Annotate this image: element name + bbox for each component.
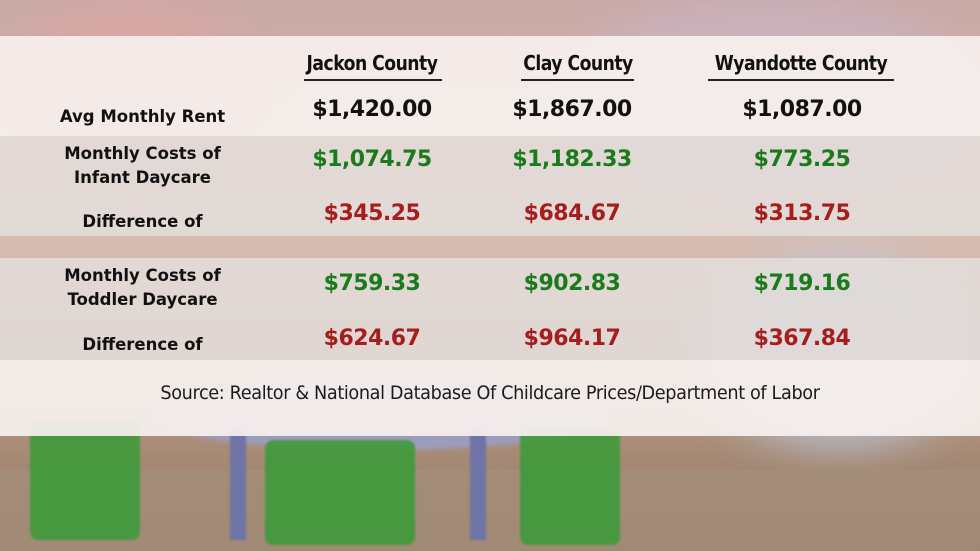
- toddler-difference-wyandotte: $367.84: [753, 326, 851, 351]
- toddler-daycare-clay: $902.83: [523, 271, 621, 296]
- toddler-daycare-jackson: $759.33: [323, 271, 421, 296]
- source-caption: Source: Realtor & National Database Of C…: [160, 382, 820, 404]
- toddler-band: [0, 258, 980, 360]
- row-label-infant-difference: Difference of: [82, 212, 203, 231]
- header-band: [0, 36, 980, 136]
- header-underline: [304, 79, 442, 81]
- chair-graphic: [265, 440, 415, 545]
- infant-band: [0, 136, 980, 236]
- row-label-infant-daycare: Monthly Costs of Infant Daycare: [64, 144, 221, 187]
- spacer-band: [0, 236, 980, 258]
- chair-graphic: [520, 430, 620, 545]
- row-label-toddler-daycare: Monthly Costs of Toddler Daycare: [64, 266, 221, 309]
- toddler-difference-clay: $964.17: [523, 326, 621, 351]
- floor: [0, 470, 980, 551]
- rent-jackson: $1,420.00: [312, 97, 432, 122]
- row-label-rent: Avg Monthly Rent: [59, 107, 226, 126]
- column-header-clay: Clay County: [523, 51, 633, 75]
- header-underline: [521, 79, 634, 81]
- infant-difference-jackson: $345.25: [323, 201, 421, 226]
- infant-daycare-wyandotte: $773.25: [753, 147, 851, 172]
- toddler-difference-jackson: $624.67: [323, 326, 421, 351]
- table-leg: [470, 430, 486, 540]
- toddler-daycare-wyandotte: $719.16: [753, 271, 851, 296]
- infant-difference-wyandotte: $313.75: [753, 201, 851, 226]
- infant-daycare-clay: $1,182.33: [512, 147, 632, 172]
- infant-daycare-jackson: $1,074.75: [312, 147, 432, 172]
- infant-difference-clay: $684.67: [523, 201, 621, 226]
- column-header-jackson: Jackon County: [306, 51, 438, 75]
- row-label-toddler-difference: Difference of: [82, 335, 203, 354]
- rent-wyandotte: $1,087.00: [742, 97, 862, 122]
- rent-clay: $1,867.00: [512, 97, 632, 122]
- chair-graphic: [30, 420, 140, 540]
- source-band: [0, 360, 980, 436]
- table-leg: [230, 430, 246, 540]
- header-underline: [708, 79, 894, 81]
- column-header-wyandotte: Wyandotte County: [714, 51, 888, 75]
